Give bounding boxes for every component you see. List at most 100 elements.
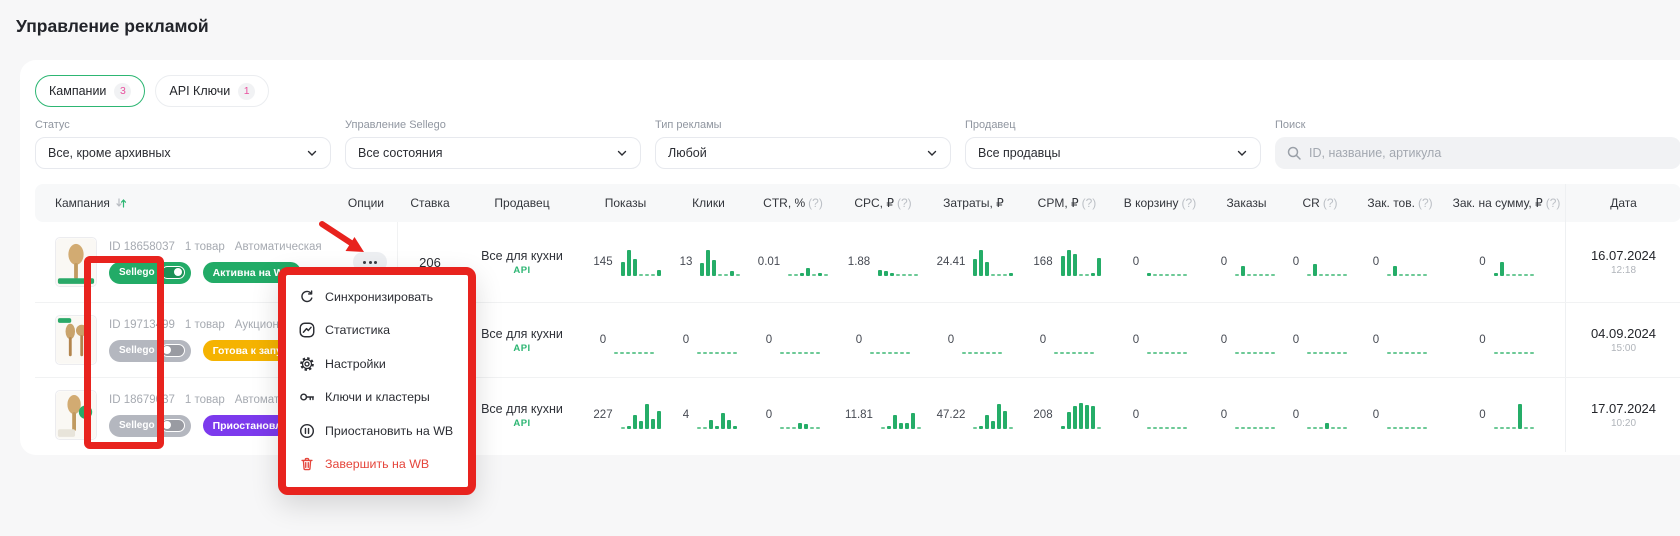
hint-question[interactable]: (?): [896, 196, 912, 210]
seller-filter-select[interactable]: Все продавцы: [965, 137, 1261, 169]
ad-type-filter-select[interactable]: Любой: [655, 137, 951, 169]
sparkline: [1060, 248, 1101, 276]
metric-cell-zakazy: 0: [1208, 401, 1288, 429]
status-filter-value: Все, кроме архивных: [48, 146, 171, 160]
metric-cell-korzina: 0: [1112, 326, 1208, 354]
sparkline: [1235, 326, 1276, 354]
tab-api-keys[interactable]: API Ключи 1: [155, 75, 270, 107]
column-metric: CR: [1302, 196, 1320, 210]
date-cell: 04.09.2024 15:00: [1565, 303, 1680, 377]
search-input[interactable]: [1275, 137, 1680, 169]
api-tag: API: [513, 342, 531, 354]
campaign-items-count: 1 товар: [184, 240, 225, 253]
status-badge: Активна на WB: [202, 262, 302, 283]
seller-filter-label: Продавец: [965, 119, 1016, 131]
metric-cell-kliki: 4: [672, 401, 748, 429]
menu-item-statistics[interactable]: Статистика: [298, 314, 468, 348]
sparkline: [1493, 248, 1534, 276]
metric-cell-zak-tov: 0: [1352, 401, 1448, 429]
hint-question[interactable]: (?): [1181, 196, 1197, 210]
ad-type-filter-label: Тип рекламы: [655, 119, 722, 131]
sparkline: [1147, 401, 1188, 429]
search-label: Поиск: [1275, 119, 1306, 131]
sellego-control-filter-select[interactable]: Все состояния: [345, 137, 641, 169]
sparkline: [1235, 401, 1276, 429]
column-metric: CPC, ₽: [854, 196, 894, 210]
column-metric: Затраты, ₽: [943, 196, 1004, 210]
menu-item-finish-wb[interactable]: Завершить на WB: [298, 448, 468, 482]
key-icon: [300, 393, 315, 401]
sparkline: [1493, 326, 1534, 354]
campaign-items-count: 1 товар: [184, 393, 225, 406]
column-metric: Показы: [604, 196, 647, 210]
toggle-switch-icon: [160, 344, 185, 357]
menu-item-pause-wb[interactable]: Приостановить на WB: [298, 414, 468, 448]
sync-icon: [301, 290, 313, 302]
sellego-toggle[interactable]: Sellego: [109, 414, 191, 437]
sparkline: [962, 326, 1003, 354]
campaigns-panel: Кампании 3 API Ключи 1 Статус Все, кроме…: [20, 60, 1680, 455]
sellego-control-filter-label: Управление Sellego: [345, 119, 446, 131]
metric-cell-zak-summa: 0: [1448, 401, 1565, 429]
hint-question[interactable]: (?): [1322, 196, 1338, 210]
sparkline: [1387, 401, 1428, 429]
metric-cell-pokazy: 145: [582, 248, 672, 276]
ad-type-filter-value: Любой: [668, 146, 707, 160]
metric-cell-ctr: 0: [748, 326, 838, 354]
sellego-toggle[interactable]: Sellego: [109, 261, 191, 284]
search-icon: [1287, 146, 1301, 160]
column-seller: Продавец: [494, 196, 550, 210]
chevron-down-icon: [927, 150, 937, 156]
column-metric: Заказы: [1226, 196, 1267, 210]
seller-name: Все для кухни: [481, 326, 563, 341]
sparkline: [1060, 401, 1101, 429]
metric-cell-zakazy: 0: [1208, 248, 1288, 276]
status-filter-select[interactable]: Все, кроме архивных: [35, 137, 331, 169]
tab-api-keys-label: API Ключи: [169, 84, 231, 98]
hint-question[interactable]: (?): [1545, 196, 1561, 210]
sparkline: [1387, 326, 1428, 354]
hint-question[interactable]: (?): [1417, 196, 1433, 210]
chevron-down-icon: [307, 150, 317, 156]
column-metric: CPM, ₽: [1037, 196, 1079, 210]
menu-item-settings[interactable]: Настройки: [298, 347, 468, 381]
metric-cell-zak-tov: 0: [1352, 248, 1448, 276]
api-tag: API: [513, 417, 531, 429]
hint-question[interactable]: (?): [1081, 196, 1097, 210]
toggle-switch-icon: [160, 266, 185, 279]
filters-row: Статус Все, кроме архивных Управление Se…: [35, 119, 1680, 169]
date-cell: 16.07.2024 12:18: [1565, 222, 1680, 302]
metric-cell-zatraty: 24.41: [928, 248, 1022, 276]
metric-cell-zatraty: 47.22: [928, 401, 1022, 429]
metric-cell-pokazy: 227: [582, 401, 672, 429]
sellego-toggle-label: Sellego: [119, 267, 155, 278]
sort-icon[interactable]: [115, 197, 127, 209]
metric-cell-kliki: 0: [672, 326, 748, 354]
metric-cell-zak-summa: 0: [1448, 326, 1565, 354]
gear-icon: [300, 356, 314, 371]
sellego-toggle-label: Sellego: [119, 345, 155, 356]
sparkline: [788, 248, 829, 276]
sellego-toggle-label: Sellego: [119, 420, 155, 431]
column-campaign: Кампания: [55, 196, 110, 210]
tab-api-keys-count: 1: [238, 82, 256, 100]
metric-cell-zak-tov: 0: [1352, 326, 1448, 354]
seller-filter-value: Все продавцы: [978, 146, 1061, 160]
context-menu: Синхронизировать Статистика Настройки Кл…: [278, 267, 476, 495]
sparkline: [878, 248, 919, 276]
tab-campaigns[interactable]: Кампании 3: [35, 75, 146, 107]
menu-item-keys-clusters[interactable]: Ключи и кластеры: [298, 381, 468, 415]
column-stavka: Ставка: [410, 196, 450, 210]
seller-name: Все для кухни: [481, 401, 563, 416]
menu-item-sync[interactable]: Синхронизировать: [298, 280, 468, 314]
sellego-control-filter-value: Все состояния: [358, 146, 443, 160]
metric-cell-cpc: 11.81: [838, 401, 928, 429]
sellego-toggle[interactable]: Sellego: [109, 339, 191, 362]
stavka-value: 206: [419, 254, 441, 270]
campaign-id: ID 18658037: [109, 240, 175, 253]
sparkline: [697, 326, 738, 354]
column-metric: В корзину: [1123, 196, 1179, 210]
hint-question[interactable]: (?): [808, 196, 823, 210]
sparkline: [973, 248, 1014, 276]
product-thumbnail: [55, 237, 97, 287]
